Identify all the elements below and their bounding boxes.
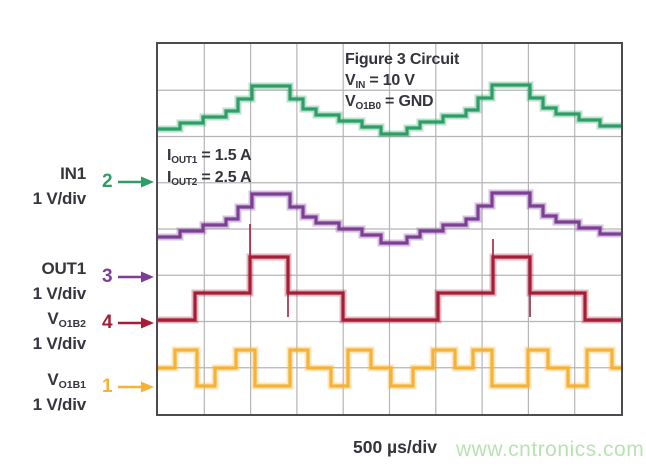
channel-arrow-icon <box>117 271 154 283</box>
figure-title: Figure 3 Circuit <box>345 51 460 68</box>
waveform-out1 <box>158 191 621 245</box>
timebase-label: 500 µs/div <box>353 437 438 457</box>
channel-label-out1: OUT1 1 V/div <box>0 259 87 304</box>
channel-label-vo1b2: VO1B2 1 V/div <box>0 309 87 354</box>
channel-name: OUT1 <box>41 259 86 278</box>
channel-3-marker: 3 <box>102 266 158 287</box>
waveform-in1 <box>158 83 621 136</box>
iout1-annotation: IOUT1 = 1.5 A <box>167 147 252 166</box>
channel-number: 4 <box>102 312 113 333</box>
vo1b0-annotation: VO1B0 = GND <box>345 93 434 112</box>
channel-label-vo1b1: VO1B1 1 V/div <box>0 370 87 415</box>
iout2-annotation: IOUT2 = 2.5 A <box>167 169 252 188</box>
channel-number: 1 <box>102 376 113 397</box>
watermark: www.cntronics.com <box>456 438 645 461</box>
scope-screen <box>156 42 623 416</box>
channel-scale: 1 V/div <box>32 284 87 303</box>
waveform-vo1b1 <box>158 348 621 388</box>
channel-scale: 1 V/div <box>32 395 87 414</box>
channel-4-marker: 4 <box>102 312 158 333</box>
channel-name: IN1 <box>60 164 86 183</box>
vin-annotation: VIN = 10 V <box>345 72 415 91</box>
channel-name: V <box>47 370 59 389</box>
channel-number: 3 <box>102 266 113 287</box>
channel-arrow-icon <box>117 381 154 393</box>
channel-name-sub: O1B1 <box>58 379 86 391</box>
channel-number: 2 <box>102 171 113 192</box>
channel-2-marker: 2 <box>102 171 158 192</box>
channel-label-in1: IN1 1 V/div <box>0 164 87 209</box>
channel-name: V <box>47 309 59 328</box>
channel-name-sub: O1B2 <box>58 318 86 330</box>
channel-arrow-icon <box>117 317 154 329</box>
channel-scale: 1 V/div <box>32 334 87 353</box>
waveform-vo1b2 <box>158 255 621 322</box>
channel-scale: 1 V/div <box>32 189 87 208</box>
channel-arrow-icon <box>117 176 154 188</box>
channel-1-marker: 1 <box>102 376 158 397</box>
scope-grid-and-waveforms <box>158 44 621 414</box>
